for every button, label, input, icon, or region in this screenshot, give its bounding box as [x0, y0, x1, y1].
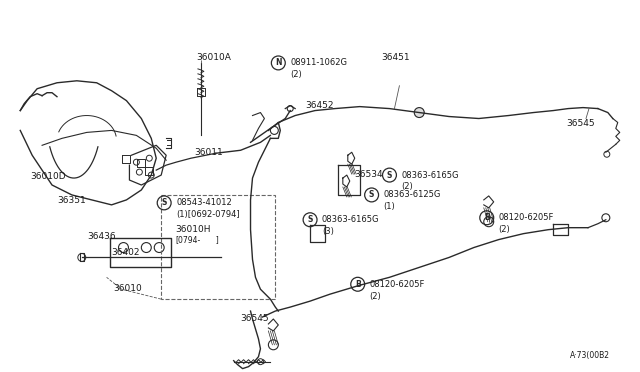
Text: (2): (2) — [370, 292, 381, 301]
Text: B: B — [484, 213, 490, 222]
Text: 36451: 36451 — [381, 53, 410, 62]
Text: 36436: 36436 — [88, 232, 116, 241]
Text: 08363-6165G: 08363-6165G — [322, 215, 380, 224]
Text: (1)[0692-0794]: (1)[0692-0794] — [176, 210, 240, 219]
Text: (1): (1) — [383, 202, 396, 211]
Text: 36010D: 36010D — [30, 172, 66, 181]
Bar — [161, 195, 275, 299]
Text: [0794-: [0794- — [175, 235, 200, 244]
Text: 08363-6165G: 08363-6165G — [401, 171, 459, 180]
Text: 36452: 36452 — [305, 101, 333, 110]
Text: 08120-6205F: 08120-6205F — [499, 213, 554, 222]
Text: (3): (3) — [322, 227, 334, 236]
Circle shape — [414, 108, 424, 118]
Text: 36011: 36011 — [194, 148, 223, 157]
Text: B: B — [355, 280, 360, 289]
Text: ]: ] — [211, 235, 219, 244]
Text: (2): (2) — [290, 70, 302, 79]
Text: S: S — [161, 198, 167, 207]
Text: (2): (2) — [499, 225, 511, 234]
Text: 36545: 36545 — [241, 314, 269, 323]
Text: S: S — [369, 190, 374, 199]
Text: 36010H: 36010H — [175, 225, 211, 234]
Text: 08120-6205F: 08120-6205F — [370, 280, 425, 289]
Text: 08911-1062G: 08911-1062G — [290, 58, 348, 67]
Text: 08363-6125G: 08363-6125G — [383, 190, 441, 199]
Text: (2): (2) — [401, 183, 413, 192]
Text: A·73(00B2: A·73(00B2 — [570, 351, 610, 360]
Text: N: N — [275, 58, 282, 67]
Text: S: S — [387, 171, 392, 180]
Text: 36534: 36534 — [355, 170, 383, 179]
Text: 36010: 36010 — [113, 284, 142, 293]
Text: 36402: 36402 — [111, 247, 140, 257]
Text: 36351: 36351 — [57, 196, 86, 205]
Text: 36010A: 36010A — [196, 53, 231, 62]
Text: 08543-41012: 08543-41012 — [176, 198, 232, 207]
Text: 36545: 36545 — [566, 119, 595, 128]
Text: S: S — [307, 215, 313, 224]
